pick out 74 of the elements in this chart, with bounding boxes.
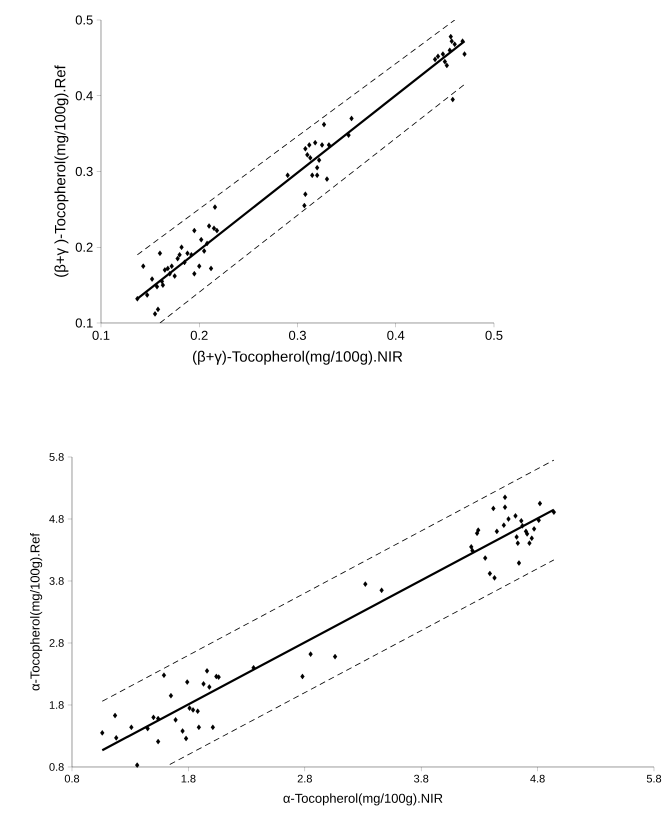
x-tick-label: 0.5 (485, 330, 502, 340)
point (516, 560, 522, 566)
y-tick-label: 2.8 (50, 639, 64, 647)
y-tick-label: 1.8 (50, 701, 64, 709)
point (151, 714, 156, 720)
point (552, 509, 556, 515)
x-tick-label: 0.4 (387, 330, 404, 340)
point (196, 724, 202, 730)
y-tick-label: 4.8 (49, 515, 64, 523)
point (538, 500, 542, 506)
point (207, 684, 212, 690)
point (308, 651, 313, 657)
point (524, 531, 530, 537)
point (532, 526, 536, 532)
y-axis-title: α-Tocopherol(mg/100g).Ref (30, 533, 42, 690)
x-axis-title: (β+γ)-Tocopherol(mg/100g).NIR (193, 350, 402, 365)
y-tick-label: 0.8 (49, 763, 64, 771)
point (156, 738, 160, 744)
point (180, 728, 185, 734)
y-tick-label: 0.5 (76, 15, 93, 25)
point (210, 724, 215, 730)
point (483, 555, 488, 561)
point (469, 544, 474, 550)
x-tick-label: 1.8 (182, 774, 196, 783)
y-tick-label: 0.3 (76, 166, 93, 176)
point (204, 668, 210, 674)
point (491, 506, 496, 512)
point (129, 724, 134, 730)
point (363, 581, 368, 587)
point (300, 674, 305, 680)
y-tick-label: 3.8 (49, 577, 64, 585)
point (516, 540, 520, 546)
point (488, 570, 492, 576)
point (513, 513, 518, 519)
point (502, 494, 508, 500)
point (162, 672, 166, 678)
point (184, 736, 188, 742)
point (519, 518, 524, 524)
point (168, 692, 174, 698)
point (494, 528, 500, 534)
x-tick-label: 3.8 (414, 774, 428, 783)
point (476, 527, 480, 533)
point (502, 504, 508, 510)
point (527, 540, 532, 546)
point (514, 534, 519, 540)
x-tick-label: 0.3 (288, 330, 306, 340)
x-axis-title: α-Tocopherol(mg/100g).NIR (284, 793, 442, 806)
y-axis-title: (β+γ )-Tocopherol(mg/100g).Ref (54, 65, 68, 277)
y-tick-label: 0.4 (76, 91, 93, 100)
point (196, 708, 200, 714)
point (187, 705, 192, 711)
point (379, 587, 384, 594)
point (112, 712, 118, 718)
point (332, 654, 338, 660)
point (506, 516, 511, 522)
point (114, 735, 118, 741)
x-tick-label: 0.2 (190, 330, 208, 340)
point (185, 679, 190, 685)
point (190, 707, 196, 713)
x-tick-label: 2.8 (298, 774, 312, 783)
x-tick-label: 0.1 (92, 330, 110, 340)
y-tick-label: 0.1 (76, 318, 93, 328)
x-tick-label: 0.8 (64, 774, 80, 783)
point (173, 717, 178, 723)
point (216, 674, 221, 680)
y-tick-label: 5.8 (49, 453, 64, 461)
x-tick-label: 4.8 (530, 774, 545, 783)
point (135, 762, 140, 768)
point (492, 575, 497, 581)
point (201, 681, 206, 687)
x-tick-label: 5.8 (646, 774, 662, 783)
y-tick-label: 0.2 (76, 242, 93, 252)
point (100, 730, 104, 736)
point (502, 522, 506, 528)
